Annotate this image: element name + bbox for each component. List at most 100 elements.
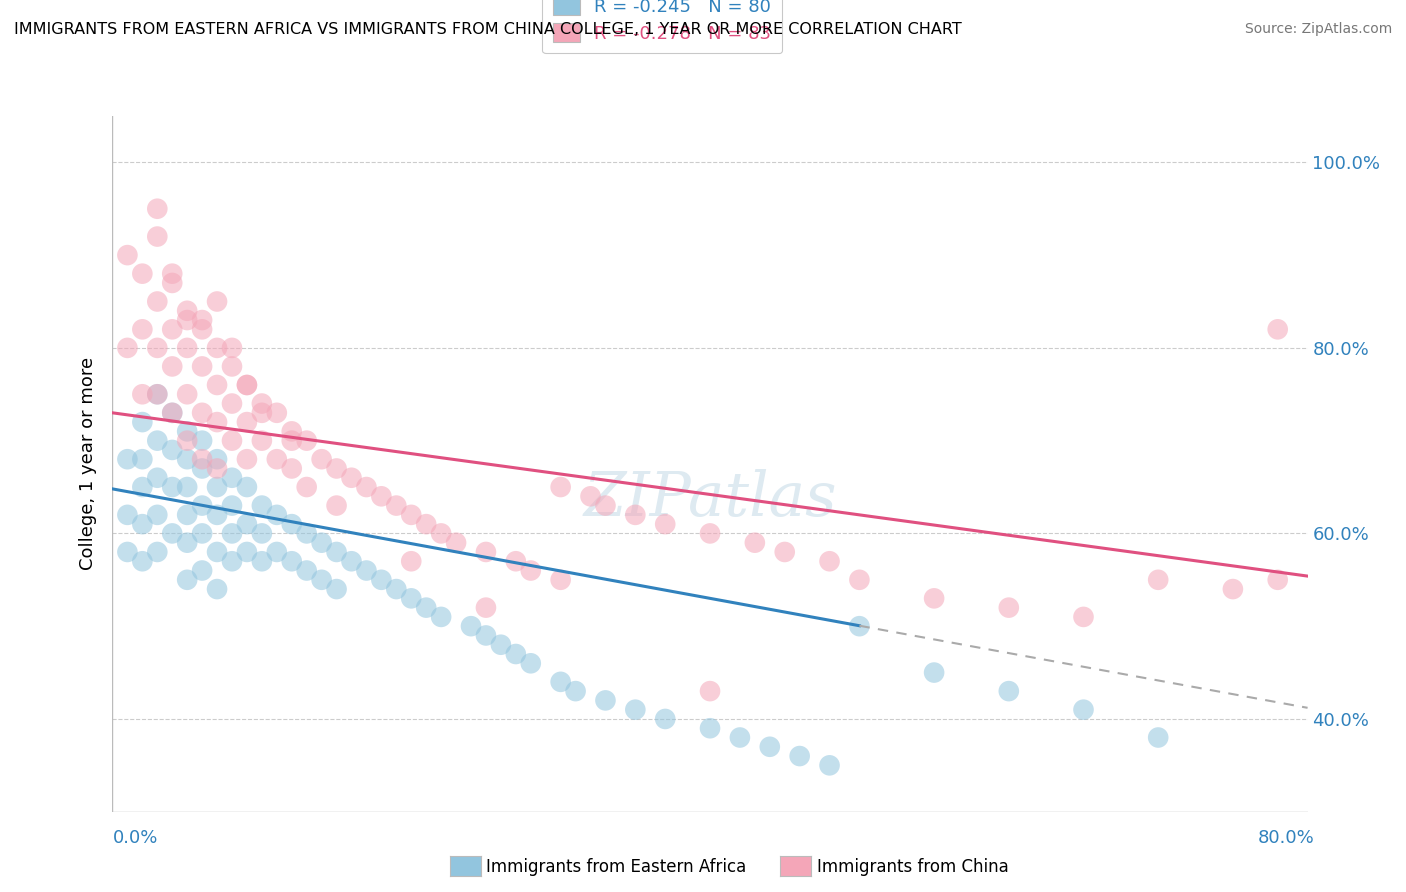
Point — [236, 545, 259, 559]
Point — [176, 303, 198, 318]
Point — [117, 508, 139, 522]
Point — [131, 387, 153, 401]
Point — [236, 415, 259, 429]
Point — [250, 434, 273, 448]
Point — [117, 341, 139, 355]
Point — [356, 480, 378, 494]
Point — [146, 294, 169, 309]
Point — [117, 545, 139, 559]
Point — [176, 341, 198, 355]
Point — [281, 554, 304, 568]
Point — [146, 387, 169, 401]
Point — [162, 267, 183, 281]
Point — [325, 461, 347, 475]
Text: Immigrants from Eastern Africa: Immigrants from Eastern Africa — [486, 858, 747, 876]
Point — [146, 545, 169, 559]
Point — [922, 665, 945, 680]
Point — [131, 517, 153, 532]
Point — [370, 573, 392, 587]
Point — [281, 461, 304, 475]
Point — [117, 248, 139, 262]
Point — [250, 554, 273, 568]
Point — [505, 647, 527, 661]
Point — [146, 229, 169, 244]
Point — [236, 378, 259, 392]
Text: Source: ZipAtlas.com: Source: ZipAtlas.com — [1244, 22, 1392, 37]
Point — [191, 526, 214, 541]
Point — [266, 452, 288, 467]
Point — [1147, 731, 1170, 745]
Point — [131, 452, 153, 467]
Point — [205, 341, 228, 355]
Point — [430, 610, 453, 624]
Point — [191, 461, 214, 475]
Point — [162, 442, 183, 457]
Point — [475, 545, 498, 559]
Point — [176, 387, 198, 401]
Point — [789, 749, 811, 764]
Point — [250, 499, 273, 513]
Point — [117, 452, 139, 467]
Point — [370, 489, 392, 503]
Point — [340, 554, 363, 568]
Point — [191, 564, 214, 578]
Point — [654, 517, 676, 532]
Text: ZIPatlas: ZIPatlas — [583, 468, 837, 529]
Point — [505, 554, 527, 568]
Point — [236, 480, 259, 494]
Point — [221, 554, 243, 568]
Point — [221, 499, 243, 513]
Point — [550, 674, 572, 689]
Point — [176, 313, 198, 327]
Point — [176, 480, 198, 494]
Point — [401, 554, 423, 568]
Point — [624, 703, 647, 717]
Point — [848, 619, 870, 633]
Point — [236, 517, 259, 532]
Point — [221, 359, 243, 374]
Point — [146, 341, 169, 355]
Point — [595, 693, 617, 707]
Point — [236, 452, 259, 467]
Point — [236, 378, 259, 392]
Point — [356, 564, 378, 578]
Point — [520, 564, 543, 578]
Point — [176, 535, 198, 549]
Text: 0.0%: 0.0% — [112, 829, 157, 847]
Point — [191, 434, 214, 448]
Point — [162, 406, 183, 420]
Point — [162, 480, 183, 494]
Point — [250, 396, 273, 410]
Point — [444, 535, 467, 549]
Point — [550, 480, 572, 494]
Point — [998, 600, 1021, 615]
Point — [176, 434, 198, 448]
Text: Immigrants from China: Immigrants from China — [817, 858, 1008, 876]
Point — [922, 591, 945, 606]
Point — [205, 294, 228, 309]
Point — [311, 452, 333, 467]
Point — [295, 564, 318, 578]
Point — [385, 582, 408, 596]
Point — [131, 480, 153, 494]
Point — [131, 322, 153, 336]
Point — [401, 591, 423, 606]
Point — [205, 480, 228, 494]
Point — [1073, 610, 1095, 624]
Point — [475, 628, 498, 642]
Point — [205, 378, 228, 392]
Point — [162, 359, 183, 374]
Point — [205, 415, 228, 429]
Point — [191, 452, 214, 467]
Point — [281, 517, 304, 532]
Point — [325, 545, 347, 559]
Point — [221, 341, 243, 355]
Point — [176, 425, 198, 439]
Point — [191, 322, 214, 336]
Point — [550, 573, 572, 587]
Point — [699, 721, 721, 735]
Point — [340, 471, 363, 485]
Point — [191, 313, 214, 327]
Point — [176, 508, 198, 522]
Point — [564, 684, 586, 698]
